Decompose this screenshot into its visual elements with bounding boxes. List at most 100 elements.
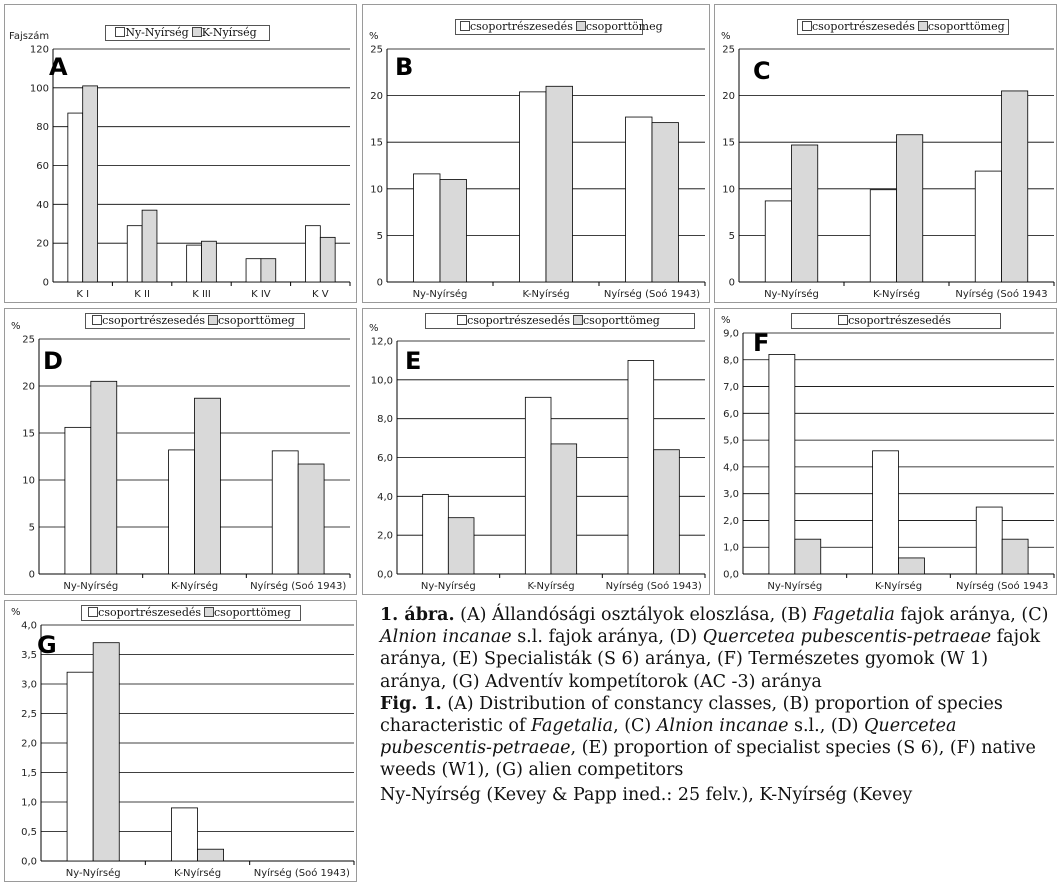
- chart-panel-b: 0 5 10 15 20 25 Ny-Nyírség K-Nyírség Nyírség (So…: [362, 4, 710, 303]
- y-axis-label: %: [11, 321, 21, 332]
- bar-d-s0-c1: [168, 449, 195, 575]
- bar-a-s0-c2: [186, 244, 202, 283]
- bar-e-s0-c0: [422, 493, 449, 575]
- legend-label: csoporttömeg: [218, 314, 295, 327]
- caption-english: Fig. 1. (A) Distribution of constancy cl…: [380, 693, 1055, 782]
- caption-hu-label: 1. ábra.: [380, 605, 455, 625]
- chart-svg: 0 5 10 15 20 25 Ny-Nyírség K-Nyírség Nyírség (So…: [722, 45, 1055, 300]
- legend-label: csoportrészesedés: [98, 606, 202, 619]
- y-tick-label: 20: [36, 239, 49, 250]
- y-tick-label: 0,0: [21, 857, 37, 868]
- legend-label: csoportrészesedés: [470, 20, 573, 33]
- chart-panel-f: 0,0 1,0 2,0 3,0 4,0 5,0 6,0 7,0 8,0 9,0 Ny-Nyírség…: [714, 308, 1057, 595]
- chart-svg: 0,0 1,0 2,0 3,0 4,0 5,0 6,0 7,0 8,0 9,0 Ny-Nyírség…: [723, 329, 1055, 592]
- legend-label: csoporttömeg: [214, 606, 291, 619]
- chart-panel-c: 0 5 10 15 20 25 Ny-Nyírség K-Nyírség Nyírség (So…: [714, 4, 1057, 303]
- legend-swatch: [802, 21, 812, 31]
- bar-e-s0-c2: [627, 360, 655, 575]
- y-tick-label: 80: [36, 122, 49, 133]
- legend: csoportrészesedés csoporttömeg: [85, 313, 305, 329]
- x-tick-label: K I: [76, 289, 89, 300]
- y-tick-label: 1,5: [21, 768, 37, 779]
- x-tick-label: K-Nyírség: [522, 288, 569, 300]
- y-tick-label: 5,0: [723, 436, 739, 447]
- y-tick-label: 100: [30, 83, 49, 94]
- x-tick-label: K-Nyírség: [875, 580, 922, 592]
- x-tick-label: Nyírség (Soó 1943: [955, 288, 1047, 300]
- chart-panel-e: 0,0 2,0 4,0 6,0 8,0 10,0 12,0 Ny-Nyírség K-Nyírs…: [362, 308, 710, 595]
- chart-svg: 0,0 2,0 4,0 6,0 8,0 10,0 12,0 Ny-Nyírség K-Nyírs…: [371, 337, 706, 592]
- chart-panel-g: 0,0 0,5 1,0 1,5 2,0 2,5 3,0 3,5 4,0 Ny-Nyírség K-N…: [4, 600, 357, 882]
- bar-g-s0-c1: [171, 807, 198, 862]
- legend-swatch: [460, 21, 470, 31]
- bar-f-s0-c2: [975, 506, 1003, 575]
- panel-letter: F: [753, 329, 770, 357]
- x-tick-label: Ny-Nyírség: [63, 580, 118, 592]
- y-tick-label: 2,5: [21, 709, 37, 720]
- legend-swatch: [575, 21, 586, 31]
- bar-b-s1-c0: [439, 179, 467, 283]
- panel-letter: B: [395, 53, 414, 81]
- y-tick-label: 1,0: [21, 798, 37, 809]
- bar-f-s1-c1: [898, 557, 925, 575]
- y-tick-label: 25: [370, 45, 383, 56]
- y-tick-label: 1,0: [723, 543, 739, 554]
- y-tick-label: 0: [43, 278, 49, 289]
- bar-b-s0-c1: [519, 91, 547, 283]
- bar-g-s1-c0: [92, 642, 120, 862]
- panel-letter: E: [405, 347, 422, 375]
- figure-caption: 1. ábra. (A) Állandósági osztályok elosz…: [380, 604, 1055, 806]
- x-tick-label: K-Nyírség: [174, 867, 221, 879]
- hu-parts-segment: fajok aránya, (E) Specialisták (S 6) ará…: [380, 627, 1041, 692]
- bar-f-s1-c0: [794, 538, 822, 575]
- legend: csoportrészesedés csoporttömeg: [425, 313, 695, 329]
- y-tick-label: 25: [722, 45, 735, 56]
- legend-label: csoportrészesedés: [848, 314, 951, 327]
- y-tick-label: 15: [722, 138, 735, 149]
- x-tick-label: Nyírség (Soó 1943: [956, 580, 1048, 592]
- y-tick-label: 5: [377, 231, 383, 242]
- legend: csoportrészesedés: [791, 313, 1001, 329]
- caption-en-label: Fig. 1.: [380, 693, 442, 714]
- legend-swatch: [208, 315, 219, 325]
- bar-e-s1-c0: [447, 517, 475, 575]
- y-tick-label: 15: [22, 429, 35, 440]
- en-parts-segment: Alnion incanae: [656, 716, 789, 737]
- x-tick-label: K-Nyírség: [171, 580, 218, 592]
- hu-parts-segment: Fagetalia: [812, 605, 895, 625]
- bar-d-s0-c0: [64, 426, 92, 575]
- bar-c-s0-c0: [764, 200, 792, 283]
- y-tick-label: 10: [22, 476, 35, 487]
- bar-a-s1-c0: [82, 85, 98, 283]
- bar-a-s0-c3: [245, 258, 262, 283]
- y-tick-label: 10: [722, 184, 735, 195]
- legend-swatch: [92, 315, 103, 325]
- y-tick-label: 12,0: [371, 337, 393, 348]
- y-tick-label: 8,0: [723, 355, 739, 366]
- bar-a-s1-c4: [319, 236, 336, 283]
- bar-f-s1-c2: [1001, 538, 1029, 575]
- bar-a-s0-c1: [126, 225, 143, 283]
- y-axis-label: %: [721, 31, 731, 42]
- chart-panel-a: 0 20 40 60 80 100 120 K I K II K III K IV K V Fajszá…: [4, 4, 357, 303]
- y-tick-label: 15: [370, 138, 383, 149]
- bar-g-s1-c1: [197, 848, 224, 862]
- y-axis-label: %: [721, 315, 731, 326]
- hu-parts-segment: Alnion incanae: [380, 627, 512, 648]
- x-tick-label: Nyírség (Soó 1943): [254, 867, 350, 879]
- x-tick-label: Ny-Nyírség: [421, 580, 476, 592]
- y-axis-label: %: [369, 323, 379, 334]
- legend-swatch: [191, 27, 202, 37]
- y-tick-label: 0,5: [21, 827, 37, 838]
- bar-c-s1-c0: [791, 144, 819, 283]
- chart-svg: 0 5 10 15 20 25 Ny-Nyírség K-Nyírség Nyírség (So…: [22, 335, 351, 592]
- en-parts-segment: (A) Distribution of constancy classes, (…: [380, 693, 1003, 737]
- x-tick-label: K IV: [251, 289, 271, 300]
- legend-swatch: [917, 21, 928, 31]
- legend-swatch: [838, 315, 849, 325]
- y-axis-label: %: [369, 31, 379, 42]
- en-parts-segment: , (E) proportion of specialist species (…: [380, 738, 1036, 781]
- caption-hungarian: 1. ábra. (A) Állandósági osztályok elosz…: [380, 604, 1055, 693]
- bar-f-s0-c1: [872, 450, 899, 575]
- x-tick-label: Ny-Nyírség: [66, 867, 121, 879]
